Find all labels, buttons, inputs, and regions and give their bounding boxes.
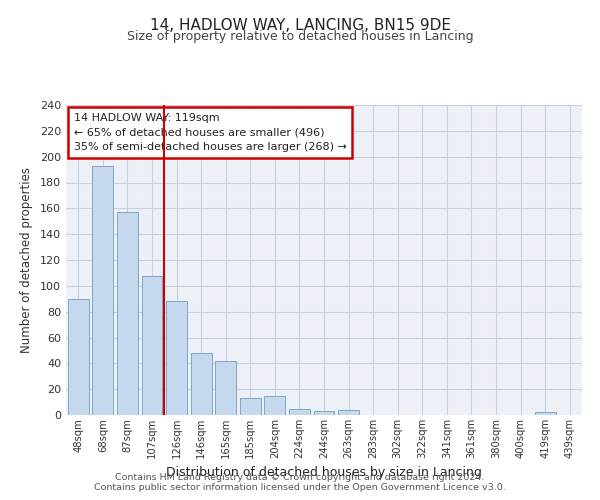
Bar: [265, 396, 286, 415]
Text: Size of property relative to detached houses in Lancing: Size of property relative to detached ho…: [127, 30, 473, 43]
X-axis label: Distribution of detached houses by size in Lancing: Distribution of detached houses by size …: [166, 466, 482, 479]
Bar: [142, 276, 163, 415]
Bar: [535, 412, 556, 415]
Bar: [68, 298, 89, 415]
Bar: [240, 398, 261, 415]
Text: 14, HADLOW WAY, LANCING, BN15 9DE: 14, HADLOW WAY, LANCING, BN15 9DE: [149, 18, 451, 32]
Bar: [166, 302, 187, 415]
Bar: [338, 410, 359, 415]
Text: 14 HADLOW WAY: 119sqm
← 65% of detached houses are smaller (496)
35% of semi-det: 14 HADLOW WAY: 119sqm ← 65% of detached …: [74, 113, 347, 152]
Text: Contains HM Land Registry data © Crown copyright and database right 2024.: Contains HM Land Registry data © Crown c…: [115, 473, 485, 482]
Bar: [117, 212, 138, 415]
Bar: [191, 353, 212, 415]
Bar: [92, 166, 113, 415]
Bar: [314, 411, 334, 415]
Bar: [215, 361, 236, 415]
Bar: [289, 408, 310, 415]
Text: Contains public sector information licensed under the Open Government Licence v3: Contains public sector information licen…: [94, 483, 506, 492]
Y-axis label: Number of detached properties: Number of detached properties: [20, 167, 33, 353]
